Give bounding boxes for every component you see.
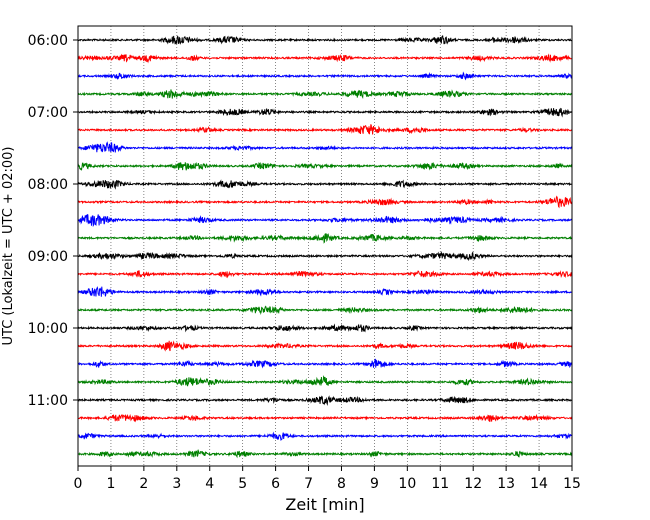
x-tick-label: 8 [337,476,346,492]
seismogram-trace [77,323,573,333]
seismogram-trace [77,214,573,228]
y-axis-label: UTC (Lokalzeit = UTC + 02:00) [1,147,16,346]
x-tick-label: 13 [497,476,515,492]
y-tick-label: 07:00 [28,105,68,121]
seismogram-trace [77,141,573,153]
seismogram-trace [77,286,573,297]
x-tick-label: 11 [431,476,449,492]
x-tick-label: 1 [106,476,115,492]
trace-layer [77,35,573,459]
x-tick-label: 15 [563,476,581,492]
x-axis-label: Zeit [min] [285,495,364,514]
x-tick-label: 7 [304,476,313,492]
x-tick-label: 2 [139,476,148,492]
grid-layer [110,26,540,466]
x-tick-label: 4 [205,476,214,492]
seismogram-trace [77,71,573,81]
y-tick-label: 09:00 [28,249,68,265]
x-tick-label: 12 [464,476,482,492]
seismogram-trace [77,358,573,369]
seismogram-trace [77,124,573,135]
seismogram-trace [77,89,573,100]
seismogram-trace [77,35,573,45]
seismogram-trace [77,413,573,423]
seismogram-trace [77,251,573,262]
x-tick-label: 0 [74,476,83,492]
seismogram-trace [77,270,573,279]
y-tick-label: 10:00 [28,321,68,337]
x-tick-label: 6 [271,476,280,492]
seismogram-trace [77,179,573,190]
y-axis-ticks: 06:00 07:00 08:00 09:00 10:00 11:00 [28,33,78,409]
y-tick-label: 08:00 [28,177,68,193]
x-tick-label: 5 [238,476,247,492]
y-tick-label: 11:00 [28,393,68,409]
plot-frame [77,25,573,467]
seismogram-trace [77,161,573,172]
x-tick-label: 10 [398,476,416,492]
seismogram-trace [77,305,573,316]
x-axis-ticks: 0 1 2 3 4 5 6 7 8 9 10 11 12 13 14 15 [74,466,581,492]
x-tick-label: 3 [172,476,181,492]
seismogram-trace [77,431,573,442]
y-tick-label: 06:00 [28,33,68,49]
seismogram-trace [77,340,573,352]
seismogram-trace [77,232,573,244]
seismogram-trace [77,107,573,118]
seismogram-trace [77,195,573,209]
seismogram-trace [77,375,573,387]
seismogram-trace [77,448,573,459]
x-tick-label: 14 [530,476,548,492]
seismogram-trace [77,395,573,406]
seismogram-trace [77,53,573,64]
x-tick-label: 9 [370,476,379,492]
